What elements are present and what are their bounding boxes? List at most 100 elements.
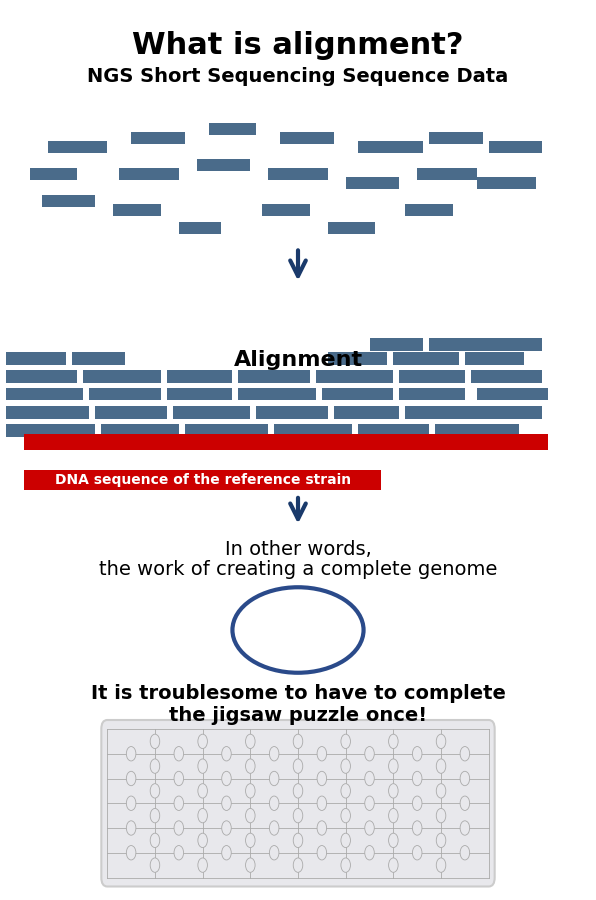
FancyBboxPatch shape: [101, 424, 179, 436]
Circle shape: [293, 808, 303, 823]
Circle shape: [436, 784, 446, 798]
FancyBboxPatch shape: [6, 424, 95, 436]
Circle shape: [412, 796, 422, 810]
FancyBboxPatch shape: [173, 406, 250, 419]
FancyBboxPatch shape: [101, 720, 495, 886]
Text: the work of creating a complete genome: the work of creating a complete genome: [99, 560, 497, 579]
Circle shape: [198, 784, 207, 798]
Text: DNA sequence of the reference strain: DNA sequence of the reference strain: [55, 472, 350, 487]
Circle shape: [269, 796, 279, 810]
FancyBboxPatch shape: [209, 123, 256, 135]
Circle shape: [365, 821, 374, 835]
Circle shape: [365, 846, 374, 860]
FancyBboxPatch shape: [405, 204, 453, 216]
FancyBboxPatch shape: [399, 370, 465, 382]
Circle shape: [246, 808, 255, 823]
FancyBboxPatch shape: [405, 406, 483, 419]
FancyBboxPatch shape: [197, 159, 250, 171]
Circle shape: [246, 759, 255, 773]
Text: NGS Short Sequencing Sequence Data: NGS Short Sequencing Sequence Data: [88, 68, 508, 86]
FancyBboxPatch shape: [435, 424, 519, 436]
FancyBboxPatch shape: [316, 370, 393, 382]
Circle shape: [460, 846, 470, 860]
FancyBboxPatch shape: [179, 222, 221, 234]
Text: What is alignment?: What is alignment?: [132, 32, 464, 60]
Circle shape: [460, 796, 470, 810]
Circle shape: [389, 759, 398, 773]
Circle shape: [126, 747, 136, 760]
Circle shape: [389, 734, 398, 749]
FancyBboxPatch shape: [477, 388, 548, 400]
Circle shape: [460, 771, 470, 786]
FancyBboxPatch shape: [471, 370, 542, 382]
Circle shape: [222, 747, 231, 760]
Circle shape: [365, 747, 374, 760]
Circle shape: [341, 734, 350, 749]
Circle shape: [365, 771, 374, 786]
Circle shape: [293, 759, 303, 773]
FancyBboxPatch shape: [6, 370, 77, 382]
Circle shape: [222, 771, 231, 786]
Circle shape: [293, 784, 303, 798]
Circle shape: [150, 833, 160, 848]
Circle shape: [269, 747, 279, 760]
Circle shape: [246, 833, 255, 848]
Circle shape: [317, 846, 327, 860]
Circle shape: [317, 796, 327, 810]
FancyBboxPatch shape: [280, 132, 334, 144]
Circle shape: [317, 771, 327, 786]
FancyBboxPatch shape: [334, 406, 399, 419]
FancyBboxPatch shape: [346, 177, 399, 189]
Circle shape: [198, 734, 207, 749]
FancyBboxPatch shape: [89, 388, 161, 400]
Circle shape: [389, 858, 398, 872]
Circle shape: [174, 846, 184, 860]
Circle shape: [198, 858, 207, 872]
FancyBboxPatch shape: [83, 370, 161, 382]
FancyBboxPatch shape: [24, 470, 381, 490]
FancyBboxPatch shape: [274, 424, 352, 436]
FancyBboxPatch shape: [417, 168, 477, 180]
Text: In other words,: In other words,: [225, 540, 371, 559]
Circle shape: [246, 734, 255, 749]
Text: Alignment: Alignment: [234, 350, 362, 370]
FancyBboxPatch shape: [48, 141, 107, 153]
FancyBboxPatch shape: [113, 204, 161, 216]
Circle shape: [222, 846, 231, 860]
Circle shape: [269, 846, 279, 860]
Circle shape: [269, 821, 279, 835]
Circle shape: [389, 784, 398, 798]
Circle shape: [174, 821, 184, 835]
Text: It is troublesome to have to complete
the jigsaw puzzle once!: It is troublesome to have to complete th…: [91, 684, 505, 725]
Circle shape: [198, 833, 207, 848]
Circle shape: [317, 821, 327, 835]
FancyBboxPatch shape: [238, 370, 310, 382]
FancyBboxPatch shape: [489, 141, 542, 153]
Circle shape: [126, 796, 136, 810]
FancyBboxPatch shape: [30, 168, 77, 180]
FancyBboxPatch shape: [95, 406, 167, 419]
Circle shape: [436, 833, 446, 848]
Circle shape: [246, 858, 255, 872]
FancyBboxPatch shape: [429, 338, 489, 351]
FancyBboxPatch shape: [6, 388, 83, 400]
Circle shape: [436, 759, 446, 773]
FancyBboxPatch shape: [328, 352, 387, 365]
Circle shape: [126, 771, 136, 786]
Circle shape: [126, 821, 136, 835]
FancyBboxPatch shape: [268, 168, 328, 180]
Circle shape: [341, 759, 350, 773]
FancyBboxPatch shape: [399, 388, 465, 400]
Circle shape: [436, 858, 446, 872]
Circle shape: [150, 734, 160, 749]
FancyBboxPatch shape: [370, 338, 423, 351]
Circle shape: [222, 821, 231, 835]
Circle shape: [246, 784, 255, 798]
Circle shape: [341, 833, 350, 848]
FancyBboxPatch shape: [42, 195, 95, 207]
FancyBboxPatch shape: [256, 406, 328, 419]
Circle shape: [436, 808, 446, 823]
Circle shape: [198, 759, 207, 773]
FancyBboxPatch shape: [465, 352, 524, 365]
Circle shape: [150, 858, 160, 872]
